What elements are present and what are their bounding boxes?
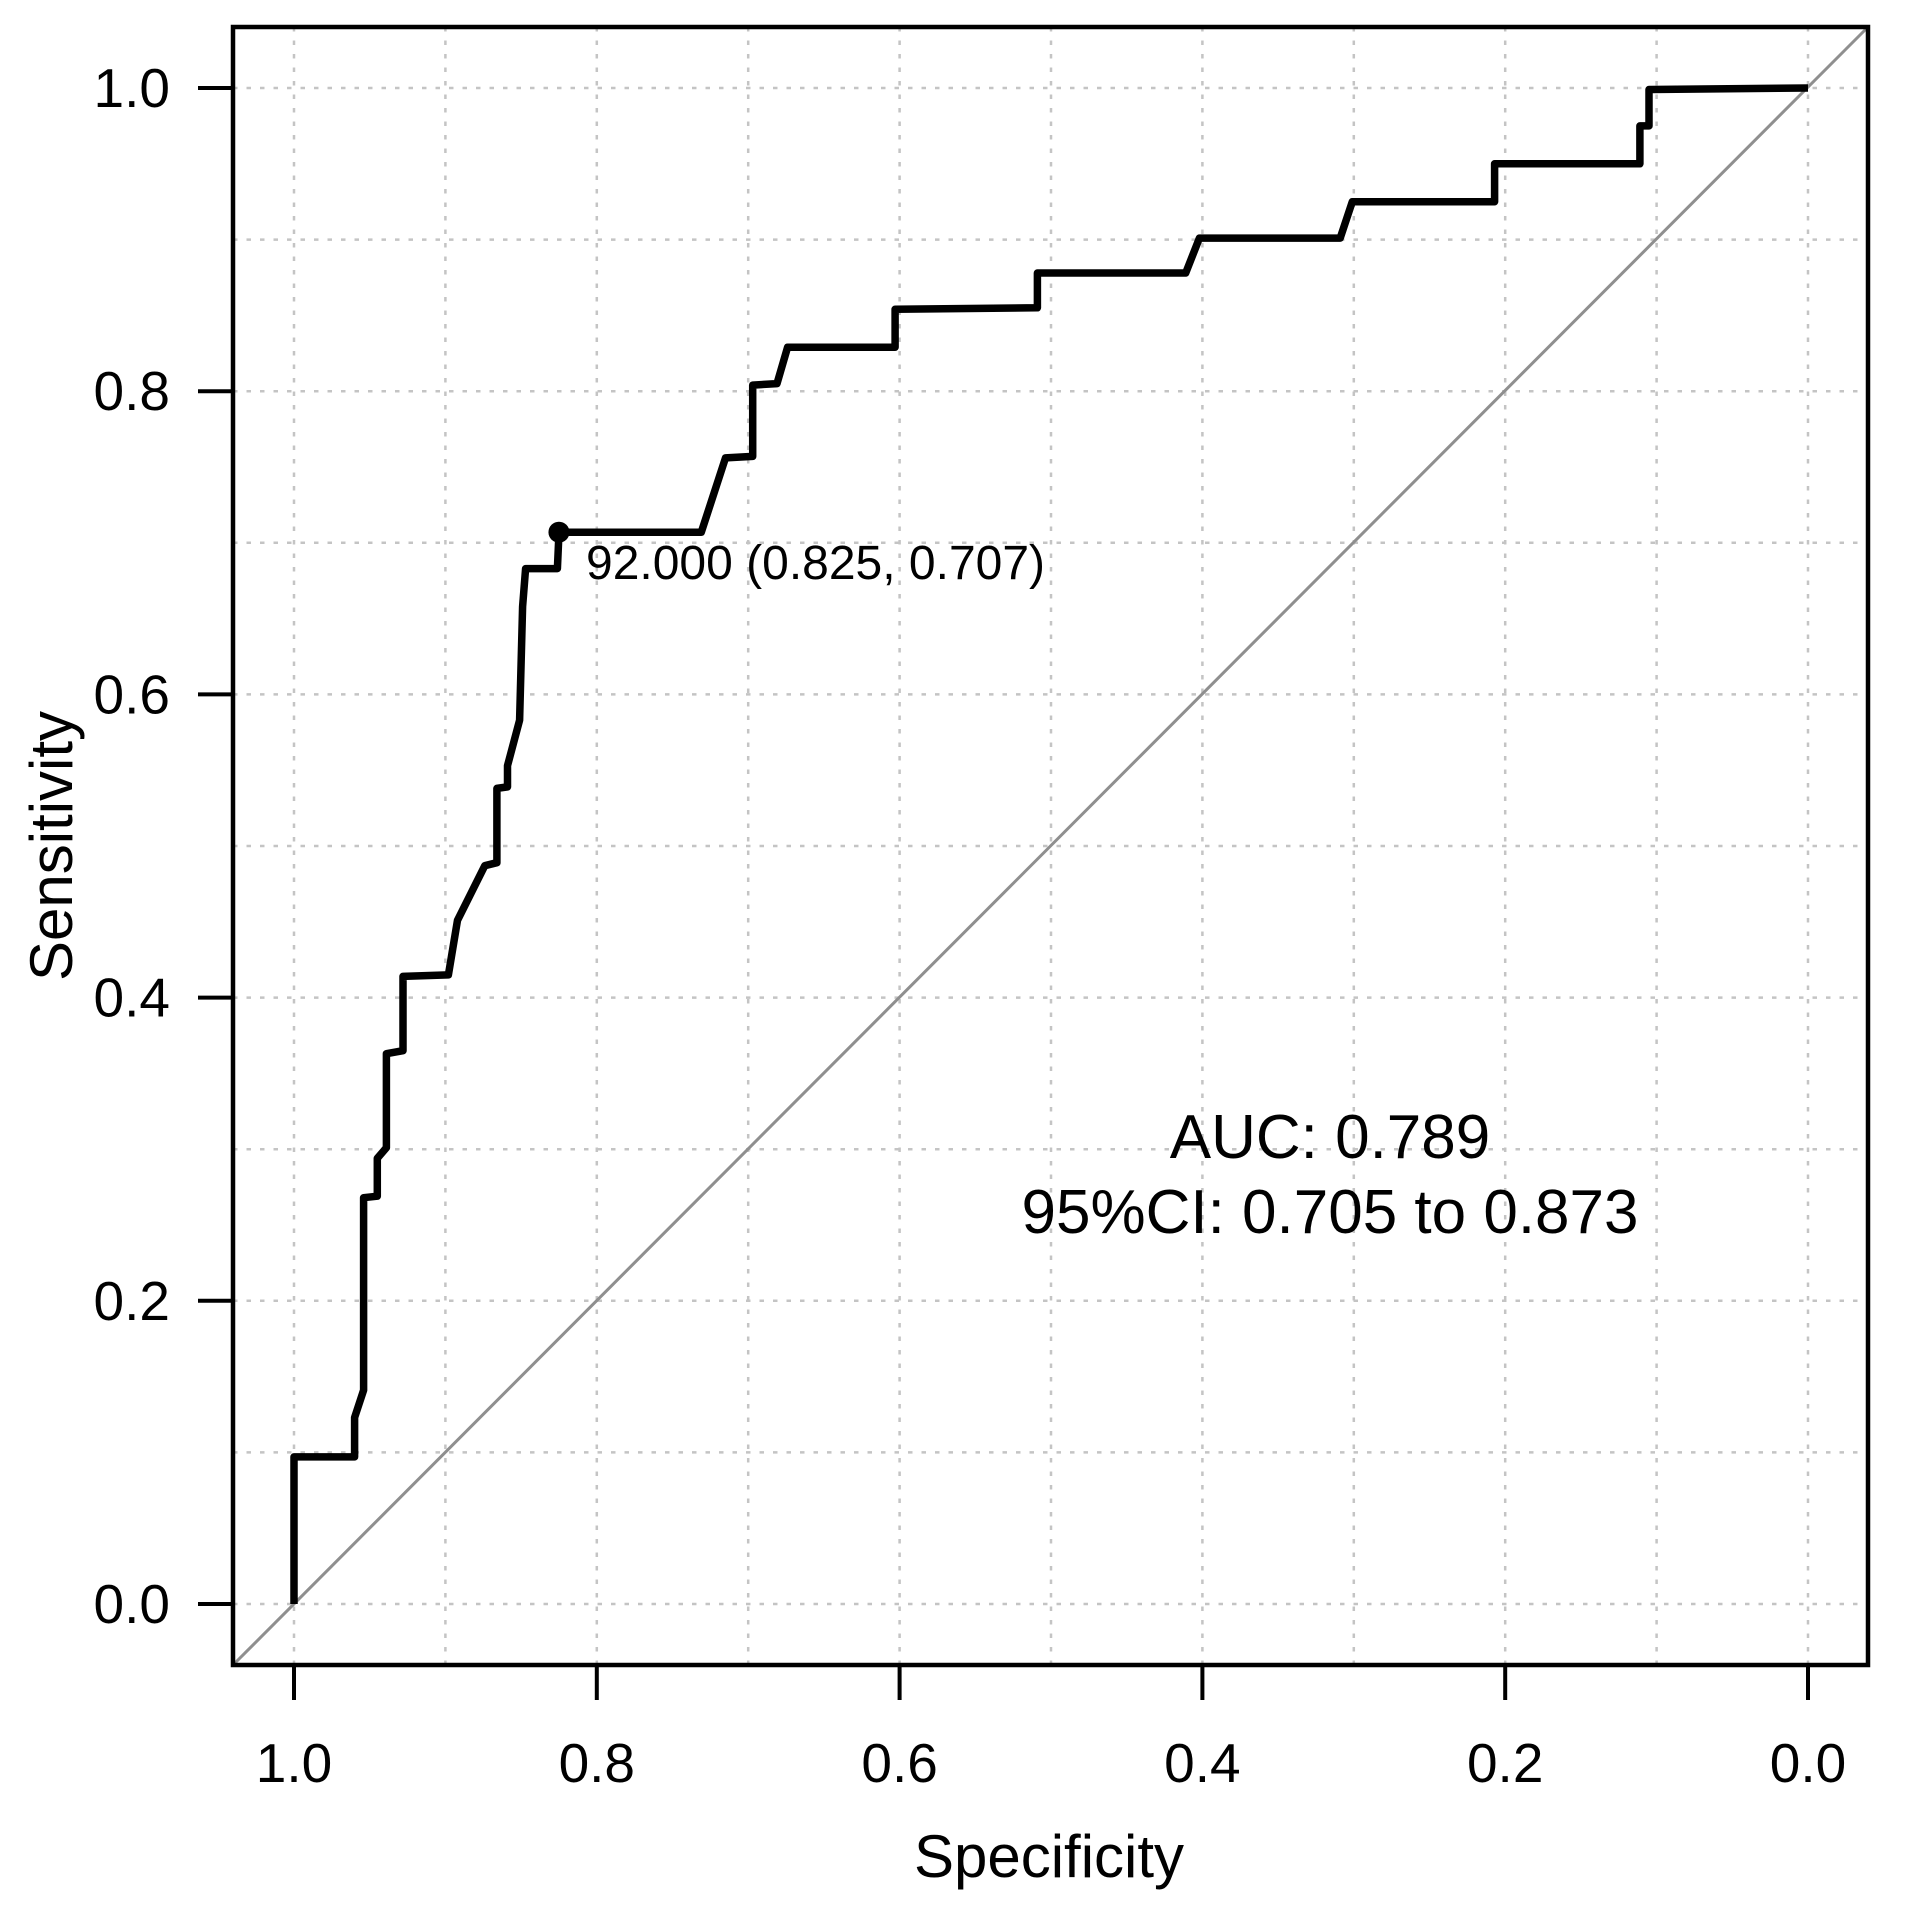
x-axis-tick-label: 0.8 <box>559 1732 635 1794</box>
x-axis-tick-label: 0.6 <box>861 1732 937 1794</box>
grid-lines <box>233 27 1868 1665</box>
x-axis-tick-label: 0.0 <box>1770 1732 1846 1794</box>
reference-diagonal-line <box>231 25 1870 1667</box>
x-axis-tick-label: 1.0 <box>256 1732 332 1794</box>
auc-annotation: AUC: 0.789 <box>1170 1103 1491 1172</box>
cutoff-point-marker <box>548 521 570 543</box>
y-axis-title: Sensitivity <box>18 711 85 981</box>
x-axis-title: Specificity <box>914 1823 1184 1890</box>
x-axis-tick-label: 0.2 <box>1467 1732 1543 1794</box>
reference-diagonal <box>231 25 1870 1667</box>
y-axis-tick-label: 0.6 <box>94 663 170 725</box>
cutoff-annotation: 92.000 (0.825, 0.707) <box>586 537 1045 590</box>
y-axis-tick-label: 1.0 <box>94 57 170 119</box>
axis-ticks <box>198 86 1810 1700</box>
axis-tick-labels: 1.0 0.8 0.6 0.4 0.2 0.0 0.0 0.2 0.4 0.6 0.8 1.0 <box>94 57 1847 1794</box>
ci-annotation: 95%CI: 0.705 to 0.873 <box>1021 1178 1638 1247</box>
y-axis-tick-label: 0.2 <box>94 1270 170 1332</box>
x-axis-tick-label: 0.4 <box>1164 1732 1240 1794</box>
y-axis-tick-label: 0.8 <box>94 360 170 422</box>
plot-border <box>230 24 1871 1668</box>
roc-curve <box>290 84 1809 1604</box>
y-axis-tick-label: 0.4 <box>94 967 170 1029</box>
y-axis-tick-label: 0.0 <box>94 1573 170 1635</box>
roc-curve-path <box>290 84 1809 1604</box>
